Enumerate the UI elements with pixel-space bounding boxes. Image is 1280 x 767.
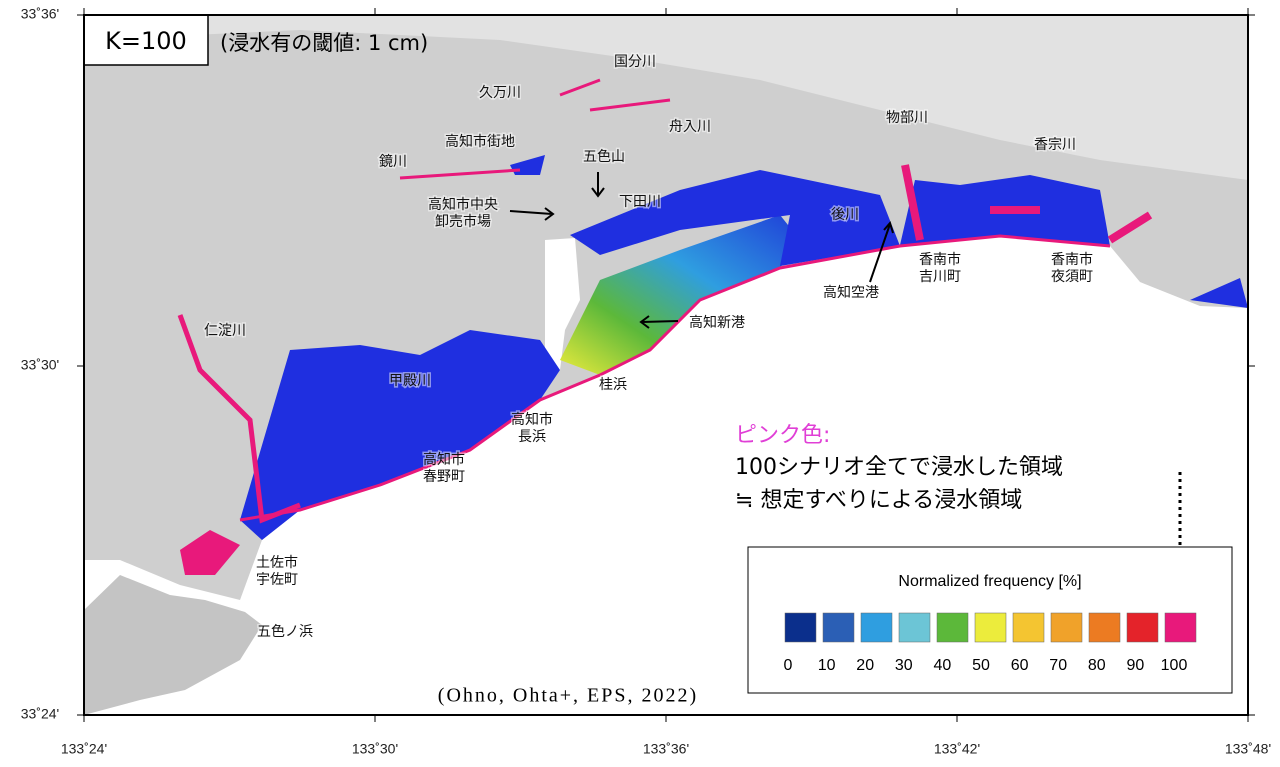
lon-label: 133˚30' [352,741,398,757]
arrow [869,220,894,283]
legend-swatch [1126,612,1159,643]
place-label: 高知市 [423,451,465,468]
pink-area [901,164,1153,244]
place-label: 高知新港 [689,314,745,331]
lat-label: 33˚30' [21,357,59,373]
place-label: 鏡川 [379,154,407,170]
legend-tick: 100 [1161,657,1188,674]
place-label: 香宗川 [1034,137,1076,153]
place-label: 下田川 [619,194,661,210]
note-line: ≒ 想定すべりによる浸水領域 [735,488,1022,513]
lat-label: 33˚24' [21,706,59,722]
legend-swatch [936,612,969,643]
arrow [639,315,679,329]
legend-tick: 20 [856,657,874,674]
legend-tick: 30 [895,657,913,674]
arrows [509,172,894,329]
legend-swatch [822,612,855,643]
plain [84,15,1248,180]
legend-swatch [898,612,931,643]
place-label: 長浜 [518,429,546,445]
inundation-gradient [560,215,800,375]
lat-label: 33˚36' [21,6,59,22]
pink-river [399,78,671,180]
lon-label: 133˚48' [1225,741,1271,757]
place-label: 春野町 [423,469,465,485]
legend-swatch [974,612,1007,643]
place-label: 夜須町 [1051,269,1093,285]
peninsula [84,575,262,715]
place-label: 土佐市 [256,555,298,571]
place-label: 高知市街地 [445,133,515,150]
place-label: 五色ノ浜 [257,624,313,640]
lon-label: 133˚42' [934,741,980,757]
legend: Normalized frequency [%] 0 10 20 30 40 50 60 70… [747,546,1233,694]
lon-label: 133˚36' [643,741,689,757]
credit: (Ohno, Ohta+, EPS, 2022) [438,685,698,707]
place-label: 桂浜 [599,377,627,393]
inundation [1190,278,1248,308]
legend-swatch [1050,612,1083,643]
inundation [570,170,900,266]
legend-tick: 90 [1127,657,1145,674]
place-label: 卸売市場 [435,214,491,230]
legend-tick: 70 [1049,657,1067,674]
place-label: 仁淀川 [204,323,246,339]
place-label: 後川 [831,207,859,223]
legend-tick: 0 [784,657,793,674]
place-label: 高知空港 [823,284,879,301]
urado-bay [545,238,580,372]
place-label: 吉川町 [919,269,961,285]
legend-tick: 40 [934,657,952,674]
place-label: 高知市中央 [428,196,498,213]
legend-tick: 10 [818,657,836,674]
legend-swatch [860,612,893,643]
legend-tick: 80 [1088,657,1106,674]
legend-tick: 60 [1011,657,1029,674]
place-label: 宇佐町 [256,572,298,588]
place-label: 甲殿川 [389,373,431,389]
legend-swatch [1164,612,1197,643]
arrow [591,172,605,198]
place-label: 五色山 [583,149,625,165]
legend-swatch [1012,612,1045,643]
legend-items: 0 10 20 30 40 50 60 70 80 90 100 [784,612,1197,674]
place-label: 久万川 [479,85,521,101]
threshold: (浸水有の閾値: 1 cm) [220,31,428,55]
inundation [240,330,560,540]
pink-area [180,530,240,575]
lon-label: 133˚24' [61,741,107,757]
title: K=100 [105,27,187,55]
title-box [83,14,209,66]
legend-title: Normalized frequency [%] [898,573,1081,590]
note-heading: ピンク色: [735,423,830,448]
legend-swatch [784,612,817,643]
place-label: 物部川 [886,110,928,126]
legend-swatch [1088,612,1121,643]
place-label: 香南市 [1051,252,1093,268]
place-label: 舟入川 [669,119,711,135]
place-label: 国分川 [614,54,656,70]
place-label: 香南市 [919,252,961,268]
pink-coast [239,234,1111,522]
axes: 133˚24' 133˚30' 133˚36' 133˚42' 133˚48' 33˚36… [21,6,1271,757]
note-line: 100シナリオ全てで浸水した領域 [735,455,1063,480]
place-label: 高知市 [511,411,553,428]
legend-tick: 50 [972,657,990,674]
arrow [509,207,555,221]
